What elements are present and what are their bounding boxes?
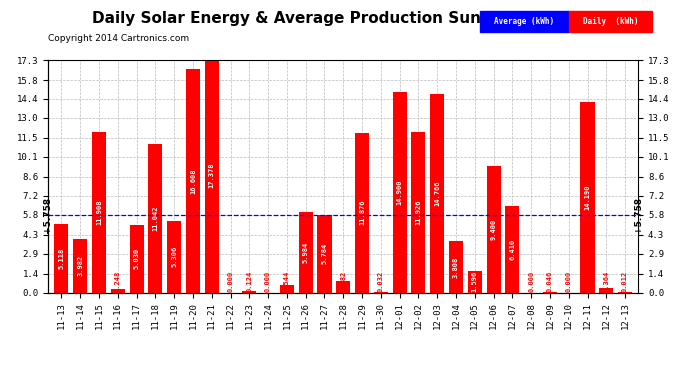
- Text: 5.306: 5.306: [171, 246, 177, 267]
- Text: 14.900: 14.900: [397, 180, 403, 205]
- Bar: [205, 59, 219, 292]
- Bar: [242, 291, 257, 292]
- Bar: [186, 69, 200, 292]
- Bar: [411, 132, 426, 292]
- Bar: [580, 102, 595, 292]
- Bar: [299, 212, 313, 292]
- Text: 0.046: 0.046: [547, 271, 553, 292]
- Text: +5.758: +5.758: [43, 197, 52, 233]
- Text: 11.926: 11.926: [415, 200, 422, 225]
- Bar: [430, 94, 444, 292]
- Text: 14.766: 14.766: [434, 180, 440, 206]
- Bar: [55, 224, 68, 292]
- Text: 5.030: 5.030: [134, 248, 139, 269]
- Text: 0.544: 0.544: [284, 271, 290, 292]
- Text: Average (kWh): Average (kWh): [494, 17, 555, 26]
- Text: 0.124: 0.124: [246, 271, 253, 292]
- Text: 11.908: 11.908: [96, 200, 102, 225]
- Text: 5.784: 5.784: [322, 243, 328, 264]
- Text: Daily Solar Energy & Average Production Sun Dec 14 07:38: Daily Solar Energy & Average Production …: [92, 11, 598, 26]
- Text: 5.118: 5.118: [59, 248, 64, 269]
- Text: 0.248: 0.248: [115, 271, 121, 292]
- Bar: [393, 92, 406, 292]
- Text: 9.400: 9.400: [491, 219, 497, 240]
- Text: 0.032: 0.032: [378, 271, 384, 292]
- Bar: [92, 132, 106, 292]
- Bar: [280, 285, 294, 292]
- Bar: [130, 225, 144, 292]
- Bar: [148, 144, 162, 292]
- Text: 0.000: 0.000: [566, 271, 572, 292]
- Bar: [599, 288, 613, 292]
- Bar: [486, 166, 501, 292]
- Text: 0.364: 0.364: [603, 271, 609, 292]
- Text: 0.882: 0.882: [340, 271, 346, 292]
- Text: 14.190: 14.190: [584, 184, 591, 210]
- Bar: [468, 271, 482, 292]
- Text: 0.000: 0.000: [528, 271, 534, 292]
- Text: Copyright 2014 Cartronics.com: Copyright 2014 Cartronics.com: [48, 34, 190, 43]
- Text: +5.758: +5.758: [635, 197, 644, 233]
- Text: 0.012: 0.012: [622, 271, 628, 292]
- Text: 11.876: 11.876: [359, 200, 365, 225]
- Bar: [73, 239, 88, 292]
- Text: 6.410: 6.410: [509, 239, 515, 260]
- Text: 17.378: 17.378: [209, 163, 215, 189]
- Bar: [167, 221, 181, 292]
- Text: 5.984: 5.984: [303, 242, 308, 263]
- Text: 3.808: 3.808: [453, 256, 459, 278]
- Bar: [111, 289, 125, 292]
- Text: Daily  (kWh): Daily (kWh): [583, 17, 638, 26]
- Text: 3.982: 3.982: [77, 255, 83, 276]
- Text: 0.000: 0.000: [228, 271, 233, 292]
- Bar: [449, 242, 463, 292]
- Bar: [355, 133, 369, 292]
- Text: 0.000: 0.000: [265, 271, 271, 292]
- Text: 1.596: 1.596: [472, 271, 477, 292]
- Text: 16.608: 16.608: [190, 168, 196, 194]
- Bar: [336, 280, 351, 292]
- Text: 11.042: 11.042: [152, 206, 159, 231]
- Bar: [505, 206, 520, 292]
- Bar: [317, 215, 331, 292]
